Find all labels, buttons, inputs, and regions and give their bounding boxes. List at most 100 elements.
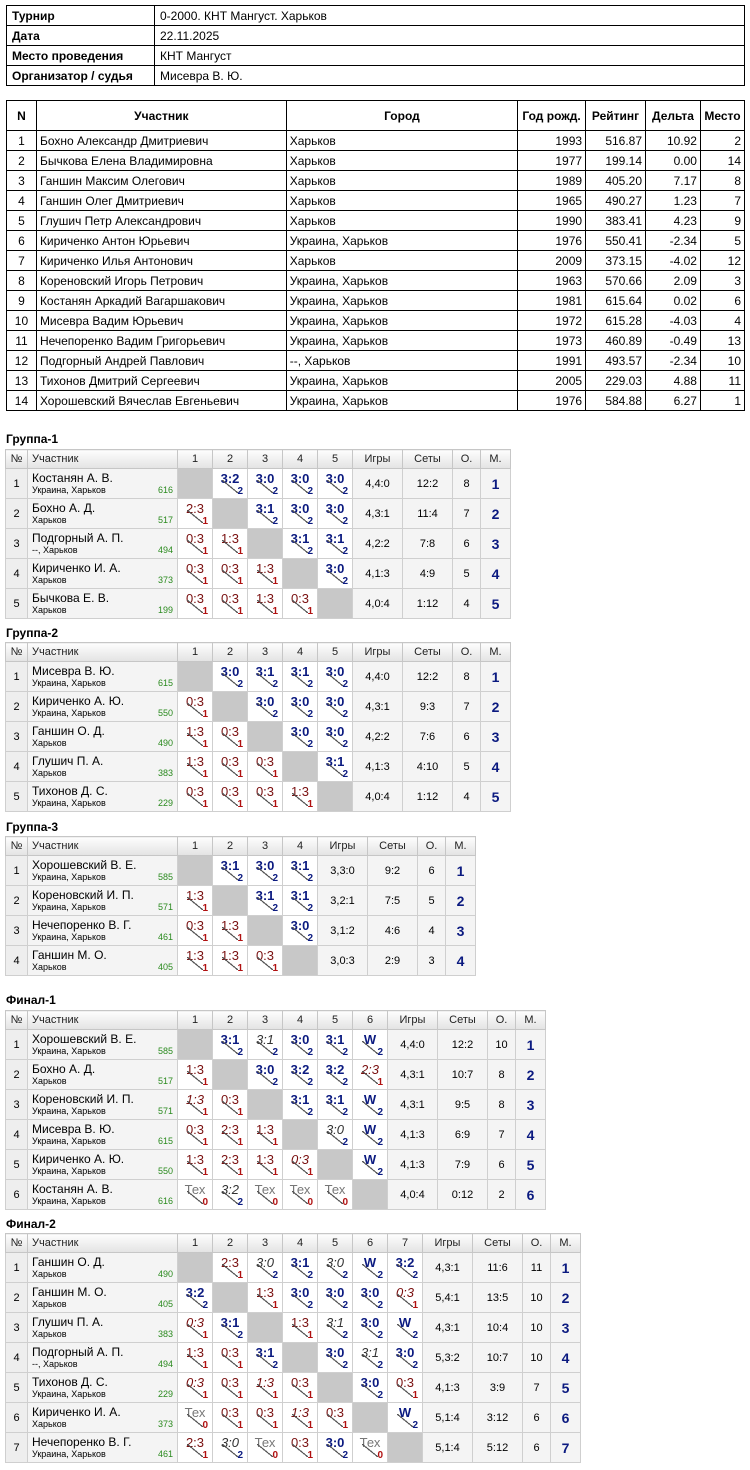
row-number: 4 (5, 558, 28, 589)
games-cell: 4,1:3 (387, 1119, 438, 1150)
participant-cell: 1963 (517, 270, 587, 291)
match-result-cell: 3:0 2 (387, 1342, 423, 1373)
match-result-cell: 1:3 1 (282, 1312, 318, 1343)
row-number: 2 (5, 498, 28, 529)
score-slash (257, 1161, 273, 1174)
row-number: 1 (5, 1029, 28, 1060)
match-result-cell: 2:3 1 (212, 1252, 248, 1283)
player-city: --, Харьков (32, 1358, 78, 1369)
player-name: Костанян А. В. (32, 470, 113, 485)
row-number: 3 (5, 528, 28, 559)
header-points: О. (487, 1010, 516, 1030)
self-match-cell (212, 885, 248, 916)
points-cell: 6 (452, 721, 481, 752)
score-slash (187, 1161, 203, 1174)
match-result-cell: 3:0 2 (282, 1282, 318, 1313)
player-meta: Украина, Харьков 616 (32, 485, 173, 496)
participant-cell: 1965 (517, 190, 587, 211)
match-result-cell: Тех 0 (317, 1179, 353, 1210)
match-result-cell: 3:0 2 (247, 1059, 283, 1090)
self-match-cell (212, 1282, 248, 1313)
score-slash (187, 1354, 203, 1367)
player-meta: Харьков 517 (32, 1076, 173, 1087)
match-result-cell: 1:3 1 (212, 915, 248, 946)
info-label: Место проведения (6, 45, 155, 66)
match-result-cell: 3:1 2 (282, 1252, 318, 1283)
score-slash (222, 1444, 238, 1457)
info-label: Дата (6, 25, 155, 46)
sets-cell: 12:2 (437, 1029, 488, 1060)
player-name: Бохно А. Д. (32, 1061, 96, 1076)
games-cell: 5,4:1 (422, 1282, 473, 1313)
participant-cell: 10.92 (645, 130, 701, 151)
participant-cell: Подгорный Андрей Павлович (35, 350, 287, 371)
score-slash (222, 1384, 238, 1397)
header-opponent-number: 6 (352, 1233, 388, 1253)
score-slash (292, 1384, 308, 1397)
score-slash (327, 1131, 343, 1144)
player-city: Украина, Харьков (32, 1448, 106, 1459)
match-result-cell: 3:0 2 (317, 661, 353, 692)
player-cell: Нечепоренко В. Г. Украина, Харьков 461 (27, 915, 178, 946)
match-points: 2 (377, 1167, 383, 1178)
sets-cell: 3:9 (472, 1372, 523, 1403)
player-city: Украина, Харьков (32, 1105, 106, 1116)
place-cell: 3 (550, 1312, 581, 1343)
match-points: 1 (202, 546, 208, 557)
score-slash (292, 510, 308, 523)
self-match-cell (282, 945, 318, 976)
match-points: 2 (307, 486, 313, 497)
header-sets: Сеты (437, 1010, 488, 1030)
participant-cell: 2 (6, 150, 37, 171)
match-points: 2 (272, 1360, 278, 1371)
match-result-cell: 1:3 1 (212, 528, 248, 559)
player-meta: Харьков 405 (32, 1299, 173, 1310)
match-result-cell: 3:1 2 (282, 661, 318, 692)
score-slash (222, 1131, 238, 1144)
games-cell: 4,1:3 (422, 1372, 473, 1403)
match-result-cell: 0:3 1 (177, 691, 213, 722)
match-points: 1 (202, 769, 208, 780)
score-slash (222, 1191, 238, 1204)
score-slash (222, 673, 238, 686)
match-result-cell: 1:3 1 (247, 1119, 283, 1150)
player-meta: Харьков 383 (32, 768, 173, 779)
player-name: Мисевра В. Ю. (32, 1121, 115, 1136)
participant-cell: 8 (6, 270, 37, 291)
participant-row: 10 Мисевра Вадим Юрьевич Украина, Харьков 1… (6, 310, 746, 331)
player-city: Украина, Харьков (32, 677, 106, 688)
player-meta: --, Харьков 494 (32, 545, 173, 556)
participant-cell: 490.27 (585, 190, 647, 211)
participant-cell: 229.03 (585, 370, 647, 391)
row-number: 1 (5, 661, 28, 692)
participant-cell: 405.20 (585, 170, 647, 191)
match-points: 1 (272, 576, 278, 587)
player-cell: Бычкова Е. В. Харьков 199 (27, 588, 178, 619)
match-points: 2 (307, 1047, 313, 1058)
player-city: Харьков (32, 574, 67, 585)
self-match-cell (282, 1119, 318, 1150)
score-slash (292, 793, 308, 806)
match-result-cell: 1:3 1 (177, 1089, 213, 1120)
player-rating: 571 (157, 1105, 173, 1116)
match-points: 2 (307, 1270, 313, 1281)
sets-cell: 11:6 (472, 1252, 523, 1283)
self-match-cell (387, 1432, 423, 1463)
points-cell: 7 (522, 1372, 551, 1403)
header-opponent-number: 2 (212, 642, 248, 662)
match-result-cell: 3:2 2 (212, 468, 248, 499)
participant-cell: Кириченко Илья Антонович (35, 250, 287, 271)
participant-cell: 1976 (517, 230, 587, 251)
place-cell: 1 (480, 661, 511, 692)
match-result-cell: 0:3 1 (177, 781, 213, 812)
match-points: 2 (307, 709, 313, 720)
score-slash (257, 897, 273, 910)
player-meta: Украина, Харьков 571 (32, 1106, 173, 1117)
score-slash (362, 1041, 378, 1054)
match-result-cell: 3:0 2 (282, 468, 318, 499)
player-city: Харьков (32, 737, 67, 748)
header-opponent-number: 1 (177, 642, 213, 662)
sets-cell: 9:2 (367, 855, 418, 886)
points-cell: 6 (522, 1432, 551, 1463)
match-points: 1 (202, 963, 208, 974)
